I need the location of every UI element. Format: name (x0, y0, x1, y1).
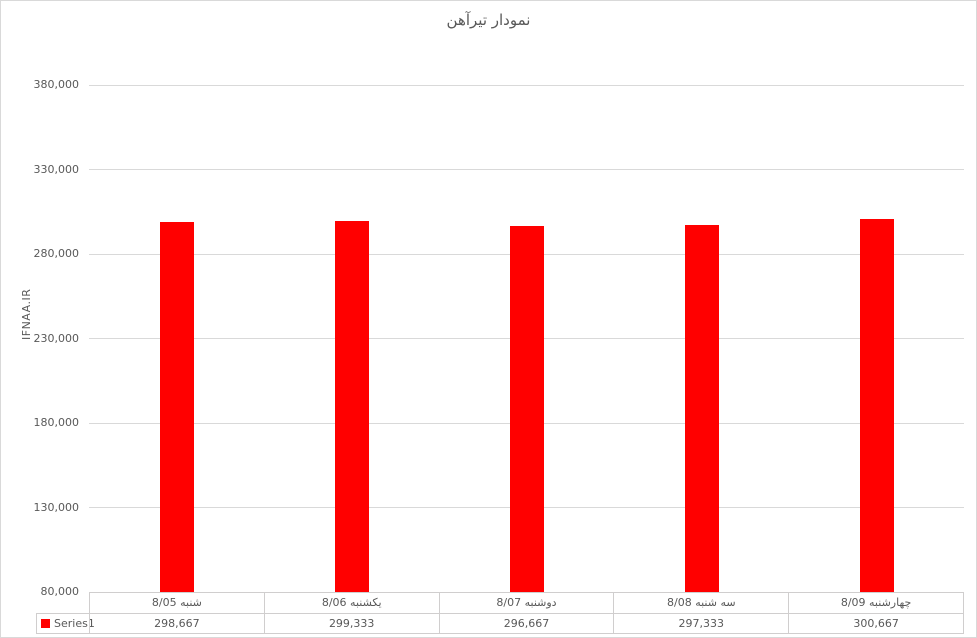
legend-cell: Series1 (36, 613, 95, 634)
category-label: سه شنبه 8/08 (613, 592, 789, 613)
category-label: شنبه 8/05 (89, 592, 264, 613)
series1-color-swatch (41, 619, 50, 628)
y-axis-tick-labels: 380,000 330,000 280,000 230,000 180,000 130,0… (1, 78, 80, 598)
plot-area (89, 84, 964, 593)
bar-series1-2 (334, 221, 369, 592)
series1-value-cell: 297,333 (613, 613, 789, 634)
y-tick-label: 180,000 (33, 416, 80, 429)
series1-value-row: 298,667 299,333 296,667 297,333 300,667 (89, 613, 964, 634)
series1-value-cell: 296,667 (438, 613, 614, 634)
category-label: یکشنبه 8/06 (263, 592, 439, 613)
bar-series1-1 (159, 222, 194, 592)
chart-title: نمودار تیرآهن (446, 11, 531, 29)
y-tick-label: 330,000 (33, 162, 80, 176)
gridline (89, 84, 964, 86)
series1-value-cell: 299,333 (263, 613, 439, 634)
category-label: چهارشنبه 8/09 (788, 592, 964, 613)
legend-label: Series1 (54, 617, 95, 630)
y-tick-label: 130,000 (33, 500, 80, 514)
y-tick-label: 230,000 (33, 331, 80, 345)
bar-series1-5 (859, 219, 894, 592)
category-label: دوشنبه 8/07 (438, 592, 614, 613)
y-tick-label: 80,000 (40, 585, 80, 598)
y-tick-label: 280,000 (33, 247, 80, 260)
bar-series1-4 (684, 224, 719, 592)
category-header-row: شنبه 8/05 یکشنبه 8/06 دوشنبه 8/07 سه شنبه 8… (89, 592, 964, 613)
series1-value-cell: 298,667 (89, 613, 264, 634)
bar-series1-3 (509, 225, 544, 592)
y-tick-label: 380,000 (33, 78, 80, 91)
gridline (89, 169, 964, 170)
series1-value-cell: 300,667 (788, 613, 964, 634)
